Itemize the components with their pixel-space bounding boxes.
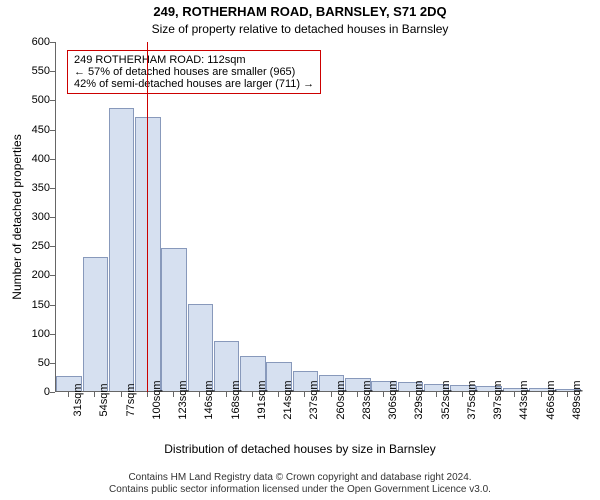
x-tick-label: 329sqm	[413, 380, 425, 419]
x-tick-label: 352sqm	[440, 380, 452, 419]
y-tick-label: 400	[20, 153, 50, 165]
y-tick	[50, 275, 55, 276]
x-tick	[147, 392, 148, 397]
y-tick-label: 50	[20, 357, 50, 369]
x-tick-label: 260sqm	[335, 380, 347, 419]
footer-line-2: Contains public sector information licen…	[0, 484, 600, 496]
chart-subtitle: Size of property relative to detached ho…	[0, 22, 600, 36]
y-tick-label: 600	[20, 36, 50, 48]
y-tick-label: 200	[20, 269, 50, 281]
x-tick-label: 191sqm	[256, 380, 268, 419]
x-tick	[331, 392, 332, 397]
x-tick-label: 123sqm	[177, 380, 189, 419]
info-box: 249 ROTHERHAM ROAD: 112sqm ← 57% of deta…	[67, 50, 321, 94]
y-tick	[50, 100, 55, 101]
x-tick-label: 168sqm	[230, 380, 242, 419]
y-tick-label: 0	[20, 386, 50, 398]
x-tick	[304, 392, 305, 397]
y-tick	[50, 305, 55, 306]
y-tick-label: 150	[20, 299, 50, 311]
x-tick-label: 466sqm	[545, 380, 557, 419]
y-tick	[50, 130, 55, 131]
info-line-1: 249 ROTHERHAM ROAD: 112sqm	[74, 54, 314, 66]
x-axis-label: Distribution of detached houses by size …	[0, 442, 600, 456]
y-tick-label: 250	[20, 240, 50, 252]
info-line-2: ← 57% of detached houses are smaller (96…	[74, 66, 314, 78]
y-tick	[50, 71, 55, 72]
x-tick	[278, 392, 279, 397]
x-tick	[226, 392, 227, 397]
x-tick	[121, 392, 122, 397]
y-tick-label: 550	[20, 65, 50, 77]
bar	[188, 304, 214, 392]
y-tick	[50, 363, 55, 364]
y-tick-label: 350	[20, 182, 50, 194]
y-tick-label: 300	[20, 211, 50, 223]
x-tick	[541, 392, 542, 397]
x-tick-label: 489sqm	[571, 380, 583, 419]
x-tick	[436, 392, 437, 397]
footer-line-1: Contains HM Land Registry data © Crown c…	[0, 472, 600, 484]
x-tick-label: 54sqm	[98, 383, 110, 416]
x-tick	[94, 392, 95, 397]
x-tick	[357, 392, 358, 397]
bar	[109, 108, 135, 391]
x-tick-label: 146sqm	[203, 380, 215, 419]
y-tick-label: 100	[20, 328, 50, 340]
info-line-3: 42% of semi-detached houses are larger (…	[74, 78, 314, 90]
y-tick	[50, 246, 55, 247]
x-tick-label: 31sqm	[72, 383, 84, 416]
x-tick	[199, 392, 200, 397]
x-tick	[488, 392, 489, 397]
x-tick	[252, 392, 253, 397]
x-tick-label: 100sqm	[151, 380, 163, 419]
y-tick	[50, 42, 55, 43]
y-tick	[50, 159, 55, 160]
y-tick	[50, 188, 55, 189]
x-tick-label: 77sqm	[125, 383, 137, 416]
y-tick	[50, 217, 55, 218]
x-tick-label: 214sqm	[282, 380, 294, 419]
x-tick	[409, 392, 410, 397]
bar	[161, 248, 187, 391]
x-tick-label: 237sqm	[308, 380, 320, 419]
y-tick-label: 500	[20, 94, 50, 106]
plot-area	[55, 42, 580, 392]
x-tick-label: 443sqm	[518, 380, 530, 419]
footer: Contains HM Land Registry data © Crown c…	[0, 472, 600, 496]
x-tick-label: 375sqm	[466, 380, 478, 419]
x-tick-label: 397sqm	[492, 380, 504, 419]
y-tick-label: 450	[20, 124, 50, 136]
x-tick	[462, 392, 463, 397]
bar	[83, 257, 109, 391]
reference-line	[147, 42, 149, 392]
x-tick	[173, 392, 174, 397]
y-tick	[50, 392, 55, 393]
x-tick-label: 283sqm	[361, 380, 373, 419]
y-tick	[50, 334, 55, 335]
x-tick-label: 306sqm	[387, 380, 399, 419]
x-tick	[514, 392, 515, 397]
chart-title: 249, ROTHERHAM ROAD, BARNSLEY, S71 2DQ	[0, 4, 600, 19]
chart-container: 249, ROTHERHAM ROAD, BARNSLEY, S71 2DQ S…	[0, 0, 600, 500]
x-tick	[383, 392, 384, 397]
x-tick	[567, 392, 568, 397]
x-tick	[68, 392, 69, 397]
